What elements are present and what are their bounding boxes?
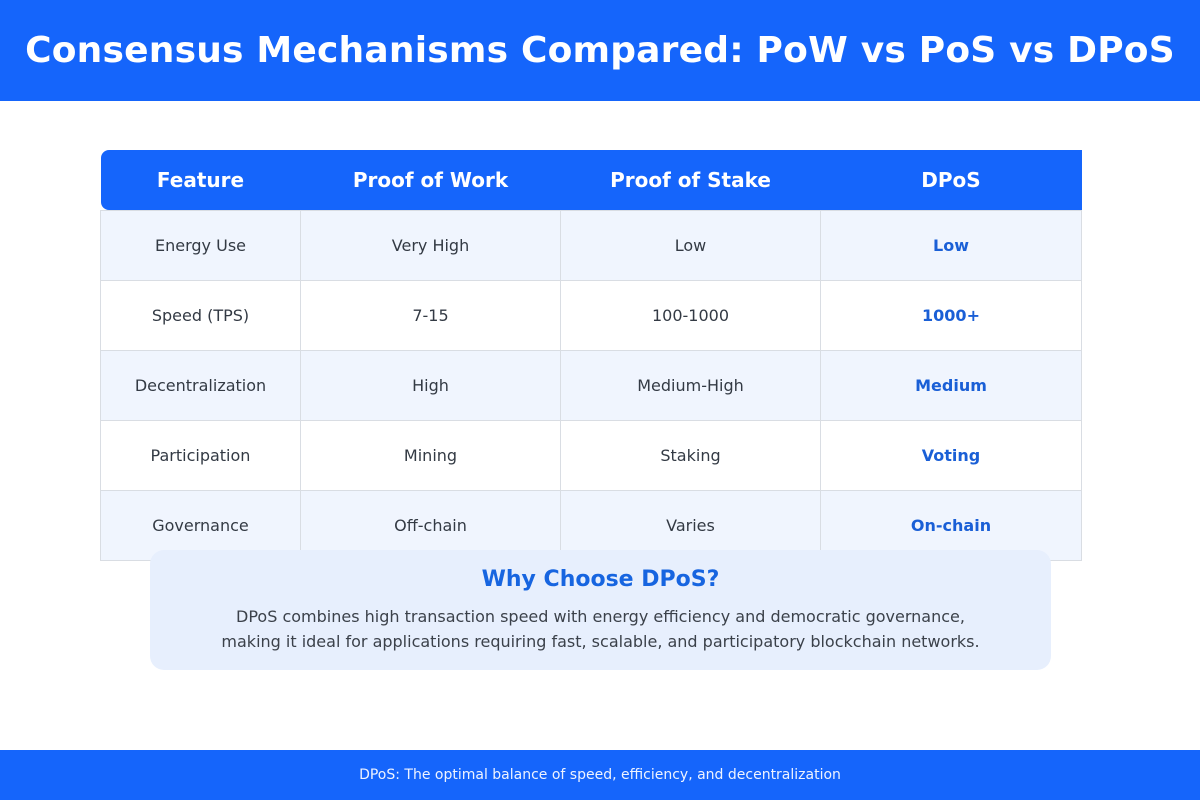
pow-cell: Very High [300,209,561,281]
dpos-cell: Low [820,209,1082,281]
callout-body: DPoS combines high transaction speed wit… [150,604,1051,654]
pos-cell: Staking [560,419,821,491]
page-header: Consensus Mechanisms Compared: PoW vs Po… [0,0,1200,101]
feature-cell: Governance [100,489,301,561]
page-footer: DPoS: The optimal balance of speed, effi… [0,750,1200,800]
column-header-feature: Feature [100,150,301,210]
column-header-pow: Proof of Work [300,150,561,210]
column-header-pos: Proof of Stake [560,150,821,210]
dpos-cell: Voting [820,419,1082,491]
table-row: Participation Mining Staking Voting [100,419,1082,491]
column-header-dpos: DPoS [820,150,1082,210]
pos-cell: Medium-High [560,349,821,421]
pow-cell: 7-15 [300,279,561,351]
callout-title: Why Choose DPoS? [481,567,720,592]
dpos-cell: 1000+ [820,279,1082,351]
table-row: Decentralization High Medium-High Medium [100,349,1082,421]
table-row: Speed (TPS) 7-15 100-1000 1000+ [100,279,1082,351]
table-row: Governance Off-chain Varies On-chain [100,489,1082,561]
comparison-table: Feature Proof of Work Proof of Stake DPo… [100,150,1082,561]
feature-cell: Participation [100,419,301,491]
pow-cell: High [300,349,561,421]
callout-line-1: DPoS combines high transaction speed wit… [236,607,965,626]
page-title: Consensus Mechanisms Compared: PoW vs Po… [25,30,1175,71]
pos-cell: 100-1000 [560,279,821,351]
comparison-table-container: Feature Proof of Work Proof of Stake DPo… [100,150,1082,561]
why-dpos-callout: Why Choose DPoS? DPoS combines high tran… [150,550,1051,670]
feature-cell: Speed (TPS) [100,279,301,351]
feature-cell: Energy Use [100,209,301,281]
dpos-cell: Medium [820,349,1082,421]
feature-cell: Decentralization [100,349,301,421]
footer-text: DPoS: The optimal balance of speed, effi… [359,767,841,783]
pow-cell: Mining [300,419,561,491]
callout-line-2: making it ideal for applications requiri… [221,632,980,651]
dpos-cell: On-chain [820,489,1082,561]
table-header-row: Feature Proof of Work Proof of Stake DPo… [100,150,1082,210]
table-row: Energy Use Very High Low Low [100,209,1082,281]
pos-cell: Low [560,209,821,281]
